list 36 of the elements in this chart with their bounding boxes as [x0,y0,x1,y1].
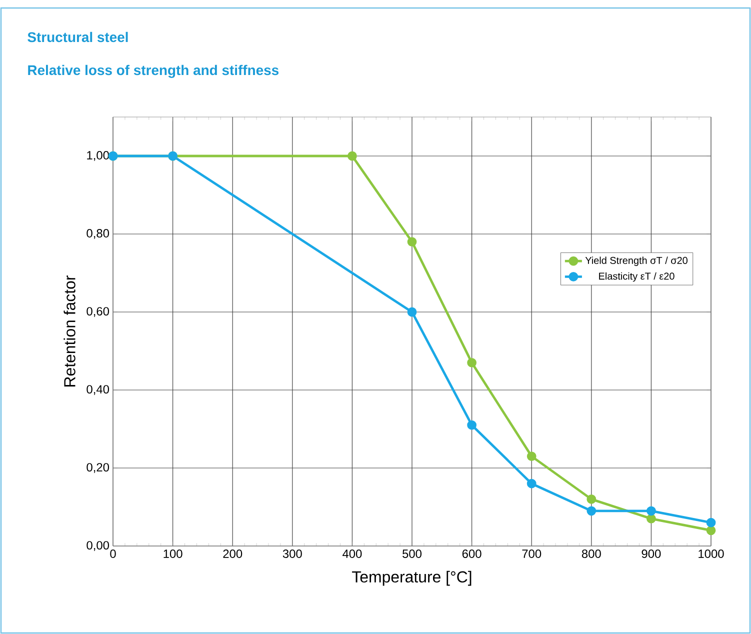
x-tick-label: 600 [462,550,482,558]
x-axis-title: Temperature [°C] [352,570,472,586]
point [586,494,596,504]
x-tick-label: 400 [342,550,362,558]
y-tick-label: 0,40 [86,385,110,395]
point [706,526,716,536]
point [467,358,477,368]
x-tick-label: 300 [282,550,302,558]
y-tick-label: 0,60 [86,307,110,317]
point [586,506,596,516]
y-tick-label: 1,00 [87,151,110,161]
point [526,478,536,488]
x-tick-label: 1000 [698,550,724,558]
x-tick-label: 100 [164,550,182,558]
point [646,514,656,524]
point [348,151,357,161]
chart-subtitle: Relative loss of strength and stiffness [28,64,279,78]
x-tick-label: 200 [223,550,242,558]
legend-label: Elasticity εT / ε20 [599,272,674,282]
x-tick-label: 0 [110,550,116,558]
point [646,506,656,516]
y-tick-label: 0,80 [86,229,110,239]
legend-label: Yield Strength σT / σ20 [585,256,688,266]
point [706,518,716,528]
x-tick-label: 700 [522,550,542,558]
y-tick-label: 0,20 [86,463,110,473]
point [407,307,417,317]
x-tick-label: 800 [582,550,601,558]
point [467,420,477,430]
point [407,237,417,246]
x-tick-label: 500 [402,550,422,558]
chart-title: Structural steel [28,32,128,42]
point [526,452,536,461]
x-tick-label: 900 [642,550,661,558]
y-axis-title: Retention factor [64,276,76,386]
y-tick-label: 0,00 [86,541,110,551]
